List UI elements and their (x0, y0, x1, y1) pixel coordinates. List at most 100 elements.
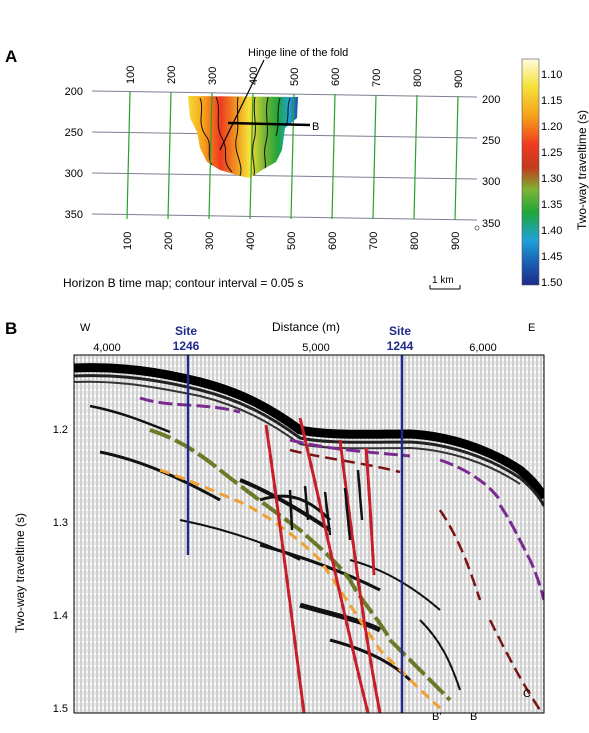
colorbar-tick: 1.15 (541, 95, 562, 107)
seismic-section (74, 355, 544, 713)
top-label: 600 (330, 68, 342, 86)
colorbar-tick: 1.45 (541, 251, 562, 263)
distance-ticks: 4,000 5,000 6,000 (93, 342, 497, 354)
panel-a-label: A (5, 47, 17, 66)
bottom-label: 500 (286, 232, 298, 250)
grid-left-labels: 200 250 300 350 (65, 86, 83, 221)
panel-a: A (5, 47, 589, 290)
top-label: 800 (412, 69, 424, 87)
grid-col-600 (331, 93, 336, 220)
grid-col-900 (454, 95, 459, 221)
colorbar-tick: 1.25 (541, 147, 562, 159)
distance-tick: 4,000 (93, 342, 121, 354)
map-grid-rows (91, 90, 478, 221)
fault-line (298, 417, 370, 713)
fault-line (364, 447, 376, 576)
colorbar-tick: 1.50 (541, 277, 562, 289)
site-1244-label: Site 1244 (387, 324, 414, 353)
y-tick: 1.4 (53, 610, 68, 622)
site-1246-number: 1246 (173, 339, 200, 353)
grid-bottom-labels: 100 200 300 400 500 600 700 800 900 (122, 232, 462, 250)
hinge-line (219, 59, 265, 151)
seismic-background (74, 355, 544, 713)
top-label: 400 (248, 67, 260, 85)
grid-row-300 (91, 172, 478, 180)
colorbar-tick: 1.30 (541, 173, 562, 185)
fault-line (338, 439, 382, 713)
bottom-label: 800 (409, 232, 421, 250)
bottom-label: 300 (204, 232, 216, 250)
map-grid-columns (126, 91, 459, 221)
distance-tick: 6,000 (469, 342, 497, 354)
faults (264, 417, 382, 713)
grid-corner-marker (474, 225, 480, 231)
horizon-marker-label: B (312, 121, 319, 133)
top-label: 900 (453, 70, 465, 88)
panel-b: B W E Distance (m) 4,000 5,000 6,000 Sit… (5, 319, 545, 723)
colorbar-tick: 1.40 (541, 225, 562, 237)
bottom-label: 600 (327, 232, 339, 250)
reflector-fragments (89, 404, 461, 691)
grid-col-700 (372, 94, 377, 220)
horizon-olive-b (149, 428, 452, 702)
horizon-orange-b-prime (159, 468, 442, 710)
site-1246-label: Site 1246 (173, 324, 200, 353)
right-label: 250 (482, 135, 500, 147)
top-label: 700 (371, 69, 383, 87)
site-1246-name: Site (175, 324, 197, 338)
distance-axis-title: Distance (m) (272, 320, 340, 334)
scale-bar: 1 km (429, 275, 461, 290)
grid-row-250 (91, 131, 478, 139)
right-label: 350 (482, 218, 500, 230)
top-label: 200 (166, 66, 178, 84)
colorbar: 1.10 1.15 1.20 1.25 1.30 1.35 1.40 1.45 … (521, 58, 589, 289)
grid-right-labels: 200 250 300 350 (482, 94, 500, 230)
colorbar-tick: 1.35 (541, 199, 562, 211)
grid-col-200 (167, 91, 172, 220)
colorbar-tick: 1.20 (541, 121, 562, 133)
colorbar-ticks: 1.10 1.15 1.20 1.25 1.30 1.35 1.40 1.45 … (541, 69, 562, 289)
horizon-label-b: B (470, 711, 477, 723)
bottom-label: 400 (245, 232, 257, 250)
map-contours (199, 96, 291, 177)
colorbar-title: Two-way traveltime (s) (575, 110, 589, 230)
grid-col-100 (126, 91, 131, 220)
seafloor-reflector (74, 363, 544, 501)
traveltime-axis-title: Two-way traveltime (s) (13, 513, 27, 633)
traveltime-axis: 1.2 1.3 1.4 1.5 (53, 424, 68, 715)
grid-col-800 (413, 94, 418, 220)
colorbar-ramp (521, 58, 540, 286)
left-label: 250 (65, 127, 83, 139)
west-label: W (80, 322, 91, 334)
left-label: 300 (65, 168, 83, 180)
grid-top-labels: 100 200 300 400 500 600 700 800 900 (125, 66, 465, 88)
bottom-label: 100 (122, 232, 134, 250)
left-label: 350 (65, 209, 83, 221)
grid-col-300 (208, 92, 213, 220)
seismic-frame (73, 354, 545, 714)
distance-tick: 5,000 (302, 342, 330, 354)
horizon-label-c: C (523, 688, 531, 700)
bottom-label: 700 (368, 232, 380, 250)
y-tick: 1.3 (53, 517, 68, 529)
panel-b-label: B (5, 319, 17, 338)
horizon-label-b-prime: B' (432, 711, 441, 723)
horizon-time-map (188, 96, 298, 178)
y-tick: 1.2 (53, 424, 68, 436)
fault-arrows (288, 469, 364, 541)
top-label: 100 (125, 66, 137, 84)
top-label: 300 (207, 67, 219, 85)
east-label: E (528, 322, 535, 334)
grid-row-200 (91, 90, 478, 98)
grid-col-400 (249, 92, 254, 220)
colorbar-tick: 1.10 (541, 69, 562, 81)
scale-bar-label: 1 km (432, 275, 454, 286)
fault-line (264, 424, 306, 713)
left-label: 200 (65, 86, 83, 98)
right-label: 300 (482, 176, 500, 188)
bottom-label: 900 (450, 232, 462, 250)
site-1244-number: 1244 (387, 339, 414, 353)
horizon-labels: B' B C (432, 688, 531, 723)
bottom-label: 200 (163, 232, 175, 250)
